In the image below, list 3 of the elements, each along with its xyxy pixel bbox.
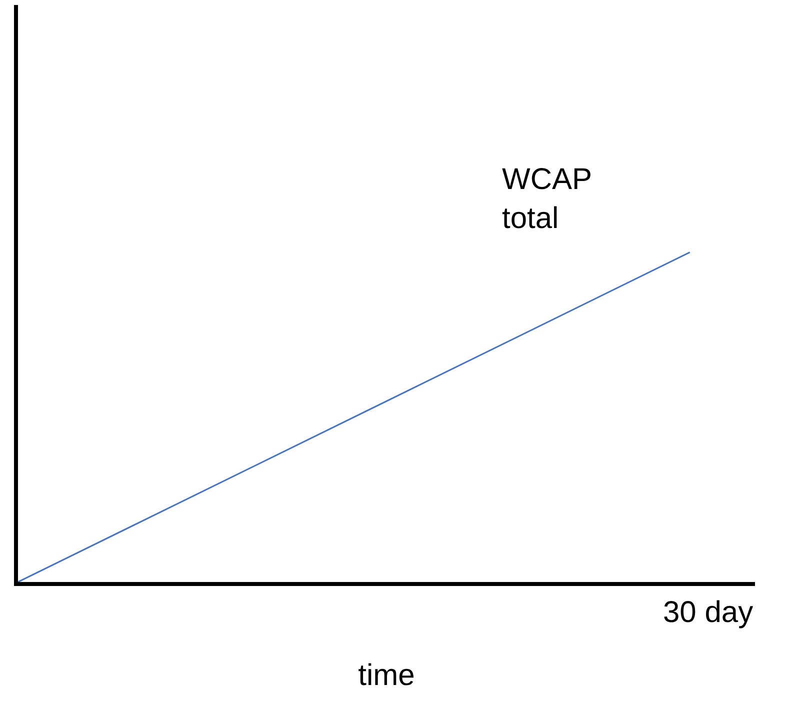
text: WCAP total	[502, 163, 592, 235]
text: 30 day	[663, 596, 754, 629]
x-axis-title: time	[358, 659, 415, 692]
